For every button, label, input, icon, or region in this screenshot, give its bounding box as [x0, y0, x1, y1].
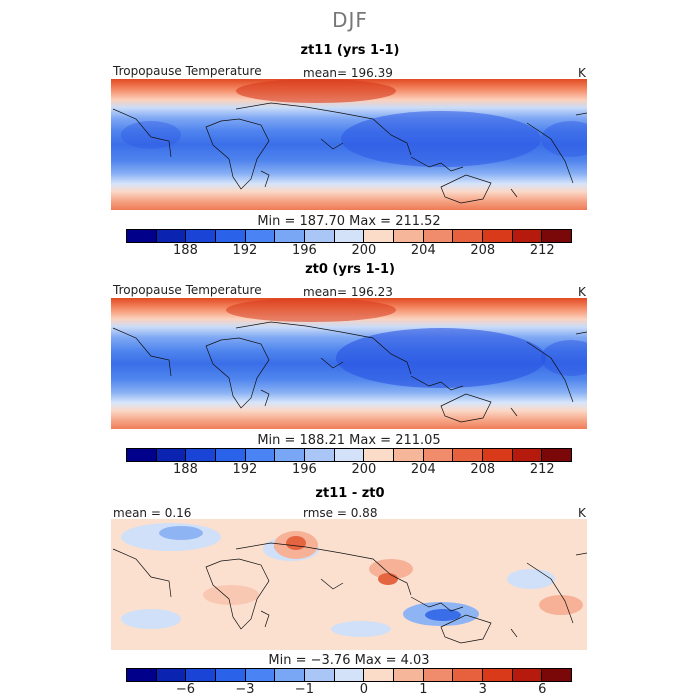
colorbar-segment [216, 449, 246, 461]
map-difference [111, 519, 587, 650]
colorbar-segment [423, 449, 454, 461]
colorbar-segment [512, 449, 543, 461]
colorbar-segment [275, 669, 306, 681]
colorbar-segment [334, 230, 365, 242]
colorbar-segment [245, 230, 276, 242]
colorbar-segment [334, 669, 365, 681]
colorbar-tick-label: 196 [291, 462, 317, 477]
colorbar-segment [334, 449, 365, 461]
colorbar-segment [483, 669, 513, 681]
colorbar-tick-label: 212 [529, 462, 555, 477]
colorbar-segment [542, 230, 572, 242]
colorbar-ticks: 188 192 196 200 204 208 212 [0, 243, 700, 261]
figure-title: DJF [332, 8, 368, 32]
colorbar-segment [305, 449, 335, 461]
colorbar-segment [394, 669, 424, 681]
map-zt11 [111, 79, 587, 210]
colorbar-segment [512, 669, 543, 681]
colorbar-tick-label: 188 [173, 462, 198, 477]
diff-rmse-label: rmse = 0.88 [303, 506, 378, 520]
colorbar-segment [156, 230, 187, 242]
colorbar-tick-label: 208 [470, 462, 496, 477]
colorbar-segment [453, 449, 484, 461]
colorbar-tick-label: 192 [232, 243, 258, 258]
colorbar-tick-label: −1 [294, 682, 314, 697]
colorbar-tick-label: 0 [359, 682, 368, 697]
colorbar-segment [305, 230, 335, 242]
colorbar-tick-label: 192 [232, 462, 258, 477]
colorbar-segment [394, 449, 424, 461]
colorbar-segment [453, 230, 484, 242]
panel-left-label: Tropopause Temperature [113, 283, 262, 297]
colorbar-segment [127, 669, 157, 681]
colorbar-tick-label: 188 [173, 243, 198, 258]
diff-mean-label: mean = 0.16 [113, 506, 192, 520]
panel-mean-label: mean= 196.39 [303, 66, 393, 80]
colorbar-segment [423, 669, 454, 681]
colorbar-segment [423, 230, 454, 242]
colorbar-segment [127, 230, 157, 242]
colorbar-segment [216, 669, 246, 681]
panel-units-label: K [578, 285, 586, 299]
colorbar-tick-label: −3 [235, 682, 255, 697]
colorbar-zt0 [126, 448, 572, 462]
colorbar-tick-label: 204 [410, 462, 436, 477]
colorbar-segment [542, 449, 572, 461]
colorbar-segment [127, 449, 157, 461]
colorbar-tick-label: 6 [538, 682, 547, 697]
colorbar-segment [216, 230, 246, 242]
colorbar-zt11 [126, 229, 572, 243]
colorbar-difference [126, 668, 572, 682]
colorbar-segment [245, 449, 276, 461]
colorbar-segment [245, 669, 276, 681]
colorbar-segment [364, 669, 395, 681]
colorbar-segment [156, 669, 187, 681]
panel-title-zt0: zt0 (yrs 1-1) [305, 262, 395, 277]
colorbar-segment [364, 230, 395, 242]
colorbar-segment [186, 669, 217, 681]
colorbar-segment [305, 669, 335, 681]
colorbar-tick-label: 204 [410, 243, 436, 258]
panel-mean-label: mean= 196.23 [303, 285, 393, 299]
colorbar-ticks: 188 192 196 200 204 208 212 [0, 462, 700, 480]
colorbar-segment [394, 230, 424, 242]
colorbar-segment [542, 669, 572, 681]
panel-title-zt11: zt11 (yrs 1-1) [300, 43, 400, 58]
colorbar-segment [156, 449, 187, 461]
minmax-label: Min = 188.21 Max = 211.05 [257, 433, 441, 448]
colorbar-ticks: −6 −3 −1 0 1 3 6 [0, 682, 700, 700]
colorbar-segment [275, 449, 306, 461]
minmax-label: Min = −3.76 Max = 4.03 [268, 653, 430, 668]
panel-title-diff: zt11 - zt0 [315, 486, 385, 501]
colorbar-tick-label: 1 [419, 682, 428, 697]
colorbar-segment [483, 449, 513, 461]
colorbar-tick-label: 212 [529, 243, 555, 258]
colorbar-segment [483, 230, 513, 242]
colorbar-segment [275, 230, 306, 242]
colorbar-tick-label: 208 [470, 243, 496, 258]
panel-units-label: K [578, 506, 586, 520]
colorbar-tick-label: 3 [478, 682, 487, 697]
colorbar-tick-label: −6 [175, 682, 196, 697]
colorbar-segment [453, 669, 484, 681]
panel-left-label: Tropopause Temperature [113, 64, 262, 78]
colorbar-segment [186, 449, 217, 461]
colorbar-segment [186, 230, 217, 242]
colorbar-tick-label: 200 [351, 462, 377, 477]
minmax-label: Min = 187.70 Max = 211.52 [257, 214, 441, 229]
colorbar-segment [512, 230, 543, 242]
colorbar-tick-label: 196 [291, 243, 317, 258]
colorbar-tick-label: 200 [351, 243, 377, 258]
panel-units-label: K [578, 66, 586, 80]
map-zt0 [111, 298, 587, 429]
colorbar-segment [364, 449, 395, 461]
